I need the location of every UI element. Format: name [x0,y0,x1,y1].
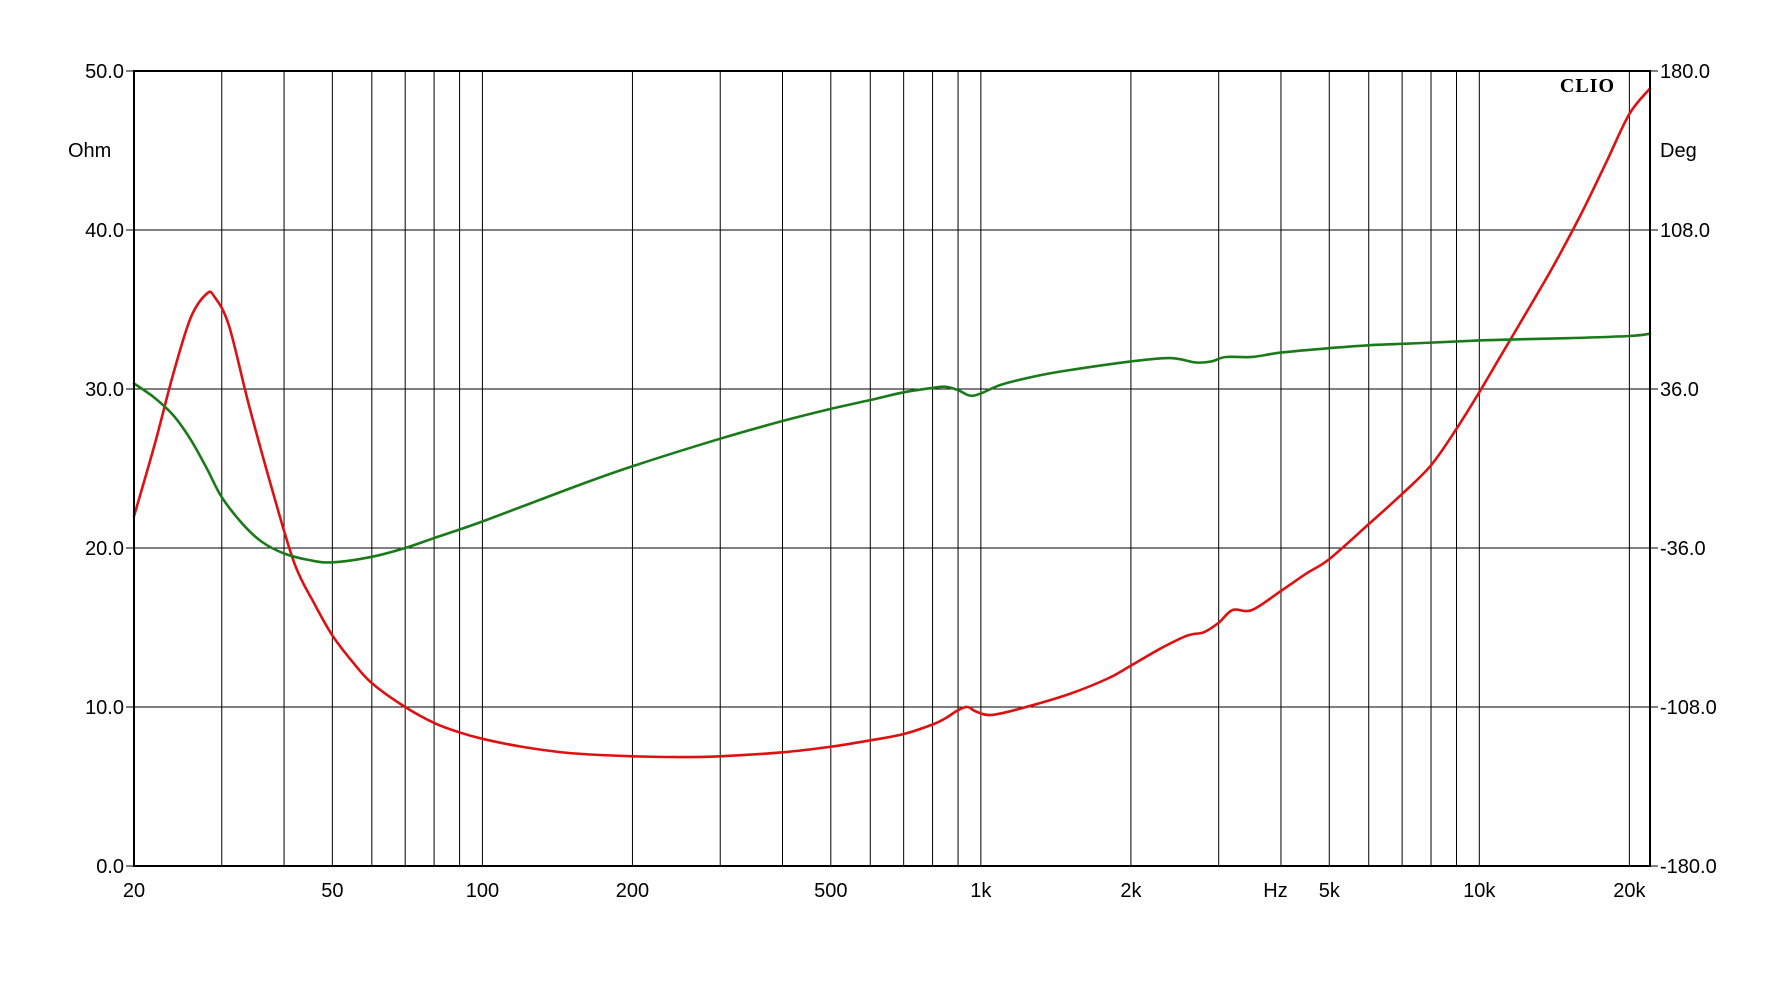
right-tick-label: 180.0 [1660,61,1710,83]
plot-frame [133,70,1651,867]
right-tick-label: -180.0 [1660,856,1717,878]
x-tick-label: 1k [970,880,992,902]
x-tick-label: 2k [1120,880,1142,902]
vertical-gridlines [221,71,1630,866]
left-tick-label: 40.0 [85,220,124,242]
right-axis-unit-label: Deg [1660,140,1697,162]
x-tick-label: 10k [1463,880,1496,902]
left-tick-label: 30.0 [85,379,124,401]
left-axis-tick-labels: 0.0 10.0 20.0 30.0 40.0 50.0 [85,61,124,878]
phase-series-line [132,332,1652,564]
right-tick-label: 36.0 [1660,379,1699,401]
x-tick-label: 50 [321,880,343,902]
right-tick-label: -36.0 [1660,538,1706,560]
right-tick-label: 108.0 [1660,220,1710,242]
clio-brand-label: CLIO [1560,75,1615,97]
right-axis-tick-labels: -180.0 -108.0 -36.0 36.0 108.0 180.0 [1660,61,1717,878]
left-tick-label: 0.0 [96,856,124,878]
right-tick-label: -108.0 [1660,697,1717,719]
x-tick-label: 100 [466,880,499,902]
left-axis-unit-label: Ohm [68,140,111,162]
impedance-series-line [132,87,1652,759]
x-tick-label: 5k [1319,880,1341,902]
x-tick-label: 500 [814,880,847,902]
x-tick-label: 20 [123,880,145,902]
x-tick-label: 200 [616,880,649,902]
left-tick-label: 20.0 [85,538,124,560]
series-layer [132,87,1652,759]
left-tick-label: 10.0 [85,697,124,719]
x-axis-tick-labels: 20 50 100 200 500 1k 2k 5k 10k 20k [123,880,1647,902]
x-tick-label: 20k [1613,880,1646,902]
left-tick-label: 50.0 [85,61,124,83]
x-axis-unit-label: Hz [1263,880,1287,902]
